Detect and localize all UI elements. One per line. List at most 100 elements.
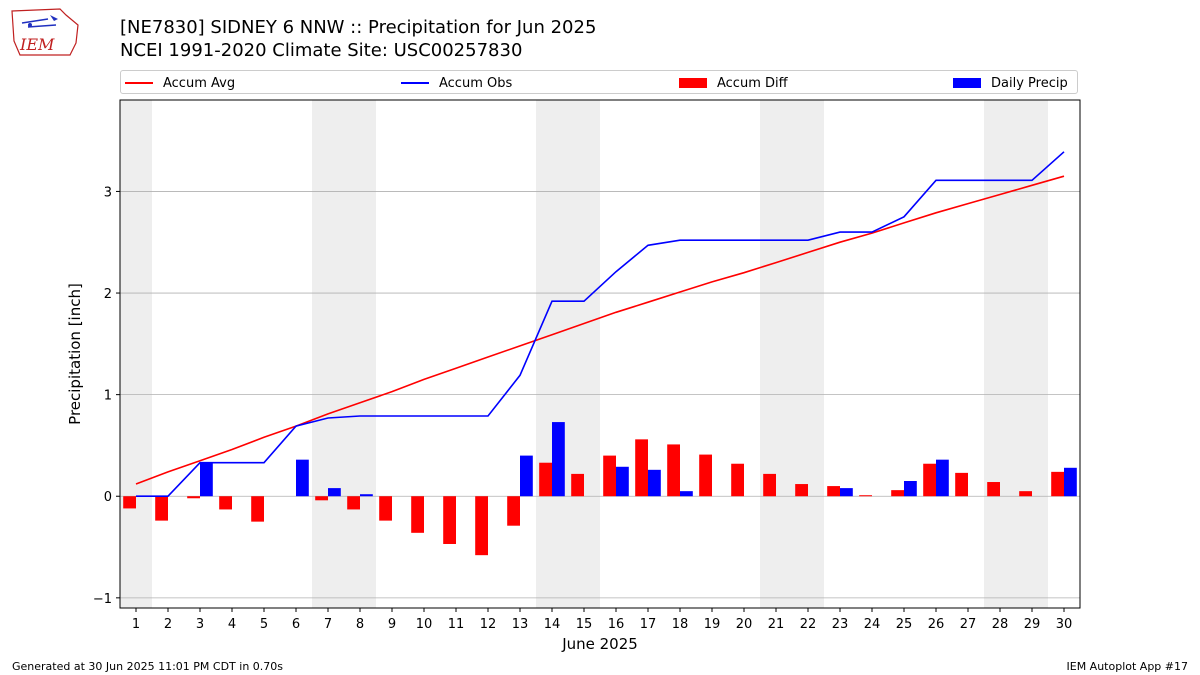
y-tick-label: 1: [104, 389, 112, 404]
chart-title: [NE7830] SIDNEY 6 NNW :: Precipitation f…: [120, 17, 597, 38]
y-tick-label: 0: [104, 490, 112, 505]
legend-swatch-accum-diff: [679, 78, 707, 88]
chart-legend: Accum Avg Accum Obs Accum Diff Daily Pre…: [120, 70, 1078, 94]
accum-obs-line: [136, 151, 1065, 498]
x-tick-label: 13: [512, 617, 529, 632]
diff-bar: [827, 486, 840, 497]
weekend-shade: [1016, 100, 1048, 608]
x-tick-label: 6: [292, 617, 300, 632]
weekend-shade: [792, 100, 824, 608]
x-tick-label: 22: [800, 617, 817, 632]
diff-bar: [731, 463, 744, 497]
x-tick-label: 9: [388, 617, 396, 632]
daily-bar: [296, 459, 309, 497]
diff-bar: [923, 463, 936, 497]
legend-item-accum-obs: Accum Obs: [401, 74, 512, 92]
diff-bar: [379, 496, 392, 521]
legend-label: Accum Avg: [163, 75, 236, 91]
diff-bar: [955, 472, 968, 497]
x-tick-label: 5: [260, 617, 268, 632]
diff-bar: [603, 455, 616, 497]
app-note: IEM Autoplot App #17: [1066, 660, 1189, 673]
diff-bar: [571, 473, 584, 497]
daily-bar: [904, 481, 917, 497]
x-tick-label: 30: [1056, 617, 1073, 632]
legend-item-accum-avg: Accum Avg: [125, 74, 235, 92]
daily-bar: [648, 469, 661, 497]
generated-note: Generated at 30 Jun 2025 11:01 PM CDT in…: [12, 660, 284, 673]
x-tick-label: 19: [704, 617, 721, 632]
diff-bar: [1019, 491, 1032, 497]
chart-subtitle: NCEI 1991-2020 Climate Site: USC00257830: [120, 40, 523, 61]
diff-bar: [699, 454, 712, 497]
daily-bar: [520, 455, 533, 497]
x-tick-label: 18: [672, 617, 689, 632]
weekend-shade: [568, 100, 600, 608]
legend-swatch-accum-avg: [125, 82, 153, 84]
diff-bar: [187, 496, 200, 499]
x-tick-label: 20: [736, 617, 753, 632]
x-tick-label: 29: [1024, 617, 1041, 632]
x-tick-label: 24: [864, 617, 881, 632]
weekend-shade: [536, 100, 568, 608]
x-tick-label: 11: [448, 617, 465, 632]
diff-bar: [315, 496, 328, 501]
legend-item-accum-diff: Accum Diff: [679, 74, 788, 92]
legend-item-daily-precip: Daily Precip: [953, 74, 1068, 92]
diff-bar: [667, 444, 680, 497]
x-tick-label: 4: [228, 617, 236, 632]
y-axis-label: Precipitation [inch]: [66, 283, 84, 425]
weekend-shade: [120, 100, 152, 608]
diff-bar: [475, 496, 488, 556]
iem-logo: IEM: [11, 8, 79, 56]
x-tick-label: 8: [356, 617, 364, 632]
diff-bar: [155, 496, 168, 521]
daily-bar: [200, 462, 213, 497]
x-tick-label: 28: [992, 617, 1009, 632]
weekend-shade: [984, 100, 1016, 608]
diff-bar: [507, 496, 520, 526]
x-tick-label: 3: [196, 617, 204, 632]
diff-bar: [539, 462, 552, 497]
diff-bar: [219, 496, 232, 510]
daily-bar: [328, 488, 341, 497]
x-axis-label: June 2025: [561, 635, 638, 653]
y-tick-label: 2: [104, 287, 112, 302]
x-tick-label: 12: [480, 617, 497, 632]
y-tick-label: 3: [104, 185, 112, 200]
x-tick-label: 15: [576, 617, 593, 632]
daily-bar: [616, 466, 629, 497]
diff-bar: [763, 473, 776, 497]
legend-label: Accum Obs: [439, 75, 513, 91]
x-tick-label: 1: [132, 617, 140, 632]
daily-bar: [360, 494, 373, 497]
weekend-shade: [312, 100, 344, 608]
x-tick-label: 16: [608, 617, 625, 632]
legend-swatch-daily-precip: [953, 78, 981, 88]
x-tick-label: 2: [164, 617, 172, 632]
legend-swatch-accum-obs: [401, 82, 429, 84]
legend-label: Accum Diff: [717, 75, 788, 91]
x-tick-label: 21: [768, 617, 785, 632]
x-tick-label: 23: [832, 617, 849, 632]
diff-bar: [795, 484, 808, 497]
daily-bar: [680, 491, 693, 497]
daily-bar: [1064, 467, 1077, 497]
diff-bar: [251, 496, 264, 522]
diff-bar: [411, 496, 424, 533]
diff-bar: [635, 439, 648, 497]
diff-bar: [1051, 471, 1064, 497]
plot-frame: [119, 99, 1081, 609]
y-tick-label: −1: [93, 592, 112, 607]
x-tick-label: 25: [896, 617, 913, 632]
diff-bar: [987, 482, 1000, 497]
daily-bar: [552, 422, 565, 497]
daily-bar: [840, 488, 853, 497]
daily-bar: [936, 459, 949, 497]
weekend-shade: [760, 100, 792, 608]
diff-bar: [859, 495, 872, 497]
weekend-shade: [344, 100, 376, 608]
diff-bar: [347, 496, 360, 510]
logo-text: IEM: [19, 35, 55, 54]
x-tick-label: 14: [544, 617, 561, 632]
